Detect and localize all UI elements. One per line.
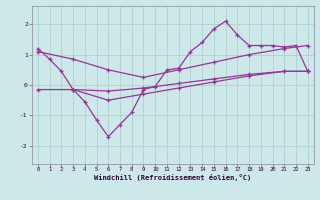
X-axis label: Windchill (Refroidissement éolien,°C): Windchill (Refroidissement éolien,°C) xyxy=(94,174,252,181)
